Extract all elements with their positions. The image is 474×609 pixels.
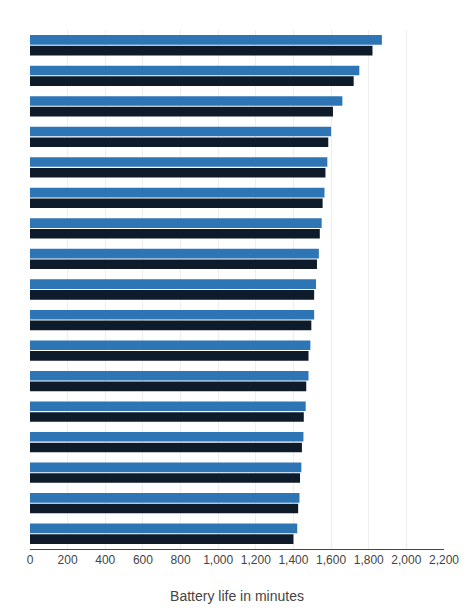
svg-text:800: 800: [171, 553, 191, 567]
svg-text:1,800: 1,800: [354, 553, 384, 567]
svg-text:1,600: 1,600: [316, 553, 346, 567]
svg-text:0: 0: [27, 553, 34, 567]
svg-text:Battery life in minutes: Battery life in minutes: [170, 588, 304, 604]
svg-text:1,400: 1,400: [278, 553, 308, 567]
svg-text:600: 600: [133, 553, 153, 567]
svg-text:400: 400: [95, 553, 115, 567]
svg-text:200: 200: [58, 553, 78, 567]
svg-text:2,000: 2,000: [391, 553, 421, 567]
svg-text:2,200: 2,200: [429, 553, 459, 567]
svg-text:1,000: 1,000: [203, 553, 233, 567]
svg-text:1,200: 1,200: [241, 553, 271, 567]
